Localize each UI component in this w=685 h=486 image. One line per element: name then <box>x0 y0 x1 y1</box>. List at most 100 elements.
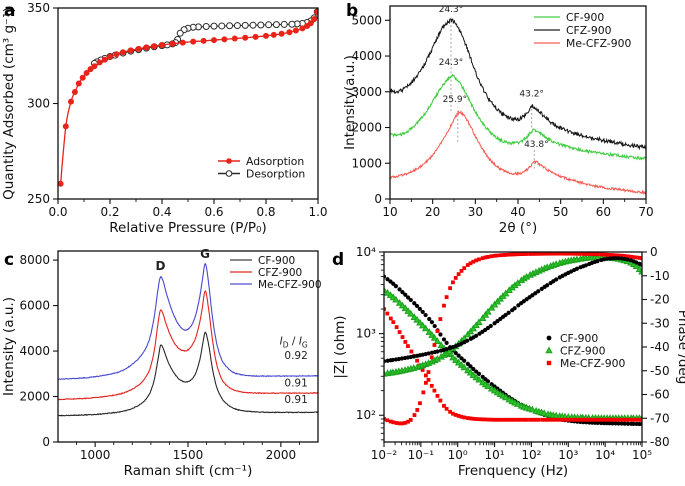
svg-text:0: 0 <box>650 245 658 259</box>
svg-text:60: 60 <box>596 205 611 219</box>
svg-text:10¹: 10¹ <box>485 448 505 462</box>
series-cfz-900 <box>58 290 318 401</box>
svg-text:2000: 2000 <box>19 390 50 404</box>
svg-text:-20: -20 <box>650 293 670 307</box>
svg-text:-10: -10 <box>650 269 670 283</box>
svg-text:40: 40 <box>510 205 525 219</box>
svg-text:10³: 10³ <box>356 327 376 341</box>
svg-text:CF-900: CF-900 <box>560 332 598 345</box>
svg-text:0.4: 0.4 <box>152 205 171 219</box>
svg-text:0: 0 <box>374 192 382 206</box>
panel-d-bode: d 10⁻² 10⁻¹ 10⁰ 10¹ 10² 10³ 10⁴ 10⁵ 10² 10³ 10⁴ 0 -1… <box>330 243 685 486</box>
legend <box>218 158 240 177</box>
svg-text:-30: -30 <box>650 316 670 330</box>
series-cf-900-phase <box>384 256 642 364</box>
svg-text:10⁴: 10⁴ <box>595 448 615 462</box>
svg-text:6000: 6000 <box>19 299 50 313</box>
panel-label-d: d <box>332 250 345 270</box>
svg-text:10⁴: 10⁴ <box>356 245 376 259</box>
legend <box>230 259 252 285</box>
svg-text:10³: 10³ <box>558 448 578 462</box>
svg-text:-50: -50 <box>650 364 670 378</box>
svg-text:2000: 2000 <box>266 448 297 462</box>
svg-text:2θ (°): 2θ (°) <box>499 220 537 236</box>
svg-text:70: 70 <box>638 205 653 219</box>
svg-text:1000: 1000 <box>351 156 382 170</box>
series-layer <box>390 18 646 196</box>
svg-text:CFZ-900: CFZ-900 <box>258 267 302 279</box>
svg-text:Desorption: Desorption <box>246 167 305 180</box>
series-desorption <box>90 8 318 67</box>
peak-guide-lines <box>450 17 535 169</box>
svg-text:250: 250 <box>27 192 50 206</box>
svg-text:10⁻²: 10⁻² <box>371 448 398 462</box>
series-adsorption <box>58 8 318 187</box>
svg-text:10⁻¹: 10⁻¹ <box>408 448 435 462</box>
series-layer <box>58 262 318 417</box>
svg-text:D: D <box>156 259 166 273</box>
svg-text:Raman shift (cm⁻¹): Raman shift (cm⁻¹) <box>124 463 253 479</box>
svg-text:1.0: 1.0 <box>308 205 327 219</box>
svg-text:CFZ-900: CFZ-900 <box>566 24 612 37</box>
svg-text:G: G <box>200 247 210 261</box>
svg-text:0.2: 0.2 <box>100 205 119 219</box>
svg-text:|Z| (ohm): |Z| (ohm) <box>332 315 348 378</box>
svg-text:Adsorption: Adsorption <box>246 155 304 168</box>
svg-text:8000: 8000 <box>19 253 50 267</box>
axes <box>385 5 647 204</box>
svg-text:CFZ-900: CFZ-900 <box>560 344 606 357</box>
chart-xrd: 10 20 30 40 50 60 70 0 1000 2000 3000 4000 5000 2θ (°… <box>342 5 654 236</box>
axes <box>379 251 647 447</box>
panel-label-c: c <box>4 250 15 270</box>
svg-text:1500: 1500 <box>173 448 204 462</box>
svg-text:0: 0 <box>42 435 50 449</box>
svg-text:4000: 4000 <box>19 344 50 358</box>
svg-text:10⁵: 10⁵ <box>632 448 652 462</box>
svg-text:CF-900: CF-900 <box>258 255 295 267</box>
svg-text:3000: 3000 <box>351 85 382 99</box>
svg-text:0.6: 0.6 <box>204 205 223 219</box>
svg-text:Intensity(a.u.): Intensity(a.u.) <box>342 55 358 150</box>
svg-text:0.92: 0.92 <box>284 350 307 362</box>
svg-text:25.9°: 25.9° <box>443 95 468 105</box>
chart-raman: 1000 1500 2000 0 2000 4000 6000 8000 Raman shift… <box>1 247 322 479</box>
svg-text:CF-900: CF-900 <box>566 11 604 24</box>
axes <box>53 7 319 204</box>
svg-text:10: 10 <box>382 205 397 219</box>
svg-text:300: 300 <box>27 97 50 111</box>
series-cf-900 <box>390 73 646 161</box>
axes <box>53 250 319 447</box>
svg-text:4000: 4000 <box>351 49 382 63</box>
svg-text:-40: -40 <box>650 340 670 354</box>
svg-text:10²: 10² <box>356 408 376 422</box>
series-me-cfz-900-z- <box>384 307 642 422</box>
svg-text:50: 50 <box>553 205 568 219</box>
svg-text:Frenquency (Hz): Frenquency (Hz) <box>458 463 568 479</box>
panel-c-raman: c 1000 1500 2000 0 2000 4000 6000 8000 Raman shi… <box>0 243 330 486</box>
svg-text:0.0: 0.0 <box>48 205 67 219</box>
series-layer <box>384 252 642 427</box>
series-cf-900 <box>58 331 318 417</box>
legend <box>534 16 560 44</box>
chart-isotherm: 0.0 0.2 0.4 0.6 0.8 1.0 250 300 350 Relative Pres… <box>1 1 328 236</box>
svg-text:Phase /deg: Phase /deg <box>675 310 685 385</box>
svg-text:-70: -70 <box>650 411 670 425</box>
chart-bode: 10⁻² 10⁻¹ 10⁰ 10¹ 10² 10³ 10⁴ 10⁵ 10² 10³ 10⁴ 0 -10 -… <box>332 245 685 479</box>
svg-text:Me-CFZ-900: Me-CFZ-900 <box>560 357 625 370</box>
panel-label-a: a <box>4 1 16 21</box>
svg-text:10²: 10² <box>521 448 541 462</box>
series-me-cfz-900 <box>58 262 318 381</box>
svg-text:Me-CFZ-900: Me-CFZ-900 <box>258 279 322 291</box>
series-cfz-900 <box>390 18 646 151</box>
svg-text:-80: -80 <box>650 435 670 449</box>
svg-text:1000: 1000 <box>80 448 111 462</box>
svg-text:ID / IG: ID / IG <box>280 336 308 350</box>
series-me-cfz-900-phase <box>384 252 642 426</box>
svg-text:0.91: 0.91 <box>284 394 307 406</box>
svg-text:24.3°: 24.3° <box>439 5 464 15</box>
panel-a-isotherm: a 0.0 0.2 0.4 0.6 0.8 1.0 250 300 350 Relative Pr… <box>0 0 342 243</box>
svg-text:24.3°: 24.3° <box>439 58 464 68</box>
panel-b-xrd: b 10 20 30 40 50 60 70 0 1000 2000 3000 4000 5000 2θ … <box>342 0 685 243</box>
svg-text:30: 30 <box>468 205 483 219</box>
panel-label-b: b <box>346 1 359 21</box>
